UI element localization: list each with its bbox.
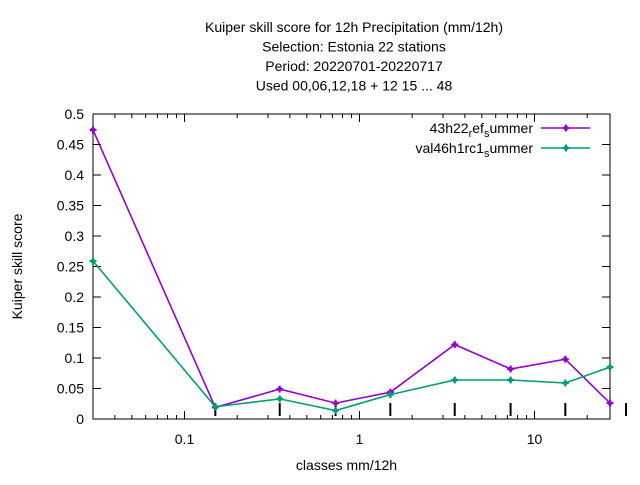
series-lines: [89, 126, 614, 414]
title-line: Selection: Estonia 22 stations: [262, 39, 446, 55]
legend-label-part: r: [469, 128, 473, 140]
x-tick-label: 0.1: [175, 431, 195, 447]
legend-marker-dot: [563, 125, 569, 131]
data-point-dot: [277, 396, 283, 402]
data-point-dot: [508, 366, 513, 372]
y-tick-label: 0.45: [57, 137, 84, 153]
data-point-dot: [212, 404, 218, 410]
plot-frame: [92, 113, 611, 420]
data-point-dot: [508, 377, 513, 383]
y-tick-label: 0.05: [57, 381, 84, 397]
legend-label-part: ummer: [489, 140, 533, 156]
legend-marker-dot: [563, 145, 569, 151]
data-point-dot: [607, 364, 613, 370]
data-point-dot: [387, 392, 393, 397]
series-line: [92, 260, 611, 412]
data-point-dot: [562, 380, 568, 386]
data-point-dot: [277, 386, 283, 392]
y-tick-label: 0: [76, 411, 84, 427]
data-point-dot: [452, 377, 458, 383]
y-axis: 0 0.05 0.1 0.15 0.2 0.25 0.3 0.35 0.4 0.45 0.5: [57, 106, 610, 427]
legend-label-part: s: [484, 128, 490, 140]
title-line: Period: 20220701-20220717: [265, 58, 443, 74]
legend-item: 43h22refsummer: [430, 120, 590, 140]
y-tick-label: 0.25: [57, 259, 84, 275]
x-tick-label: 1: [356, 431, 364, 447]
title-line: Used 00,06,12,18 + 12 15 ... 48: [256, 78, 453, 94]
legend-label-part: val46h1rc1: [415, 140, 484, 156]
legend-label: val46h1rc1summer: [415, 140, 533, 160]
legend-item: val46h1rc1summer: [415, 140, 590, 160]
series-line: [92, 129, 611, 409]
data-point-dot: [452, 342, 458, 347]
class-boundary-markers: [214, 403, 627, 416]
data-point-dot: [333, 400, 338, 406]
y-tick-label: 0.1: [65, 350, 85, 366]
data-point-dot: [90, 127, 96, 133]
y-tick-label: 0.2: [65, 289, 85, 305]
y-tick-label: 0.5: [65, 106, 85, 122]
series: [89, 257, 614, 414]
y-tick-label: 0.35: [57, 198, 84, 214]
data-point-dot: [607, 400, 613, 406]
x-axis-label: classes mm/12h: [296, 457, 397, 473]
x-tick-label: 10: [527, 431, 543, 447]
data-point-dot: [333, 408, 338, 413]
legend-label-part: ummer: [489, 120, 533, 136]
y-tick-label: 0.15: [57, 320, 84, 336]
legend-label-part: 43h22: [430, 120, 469, 136]
series: [89, 126, 614, 411]
legend-label-part: ef: [472, 120, 484, 136]
x-axis: 0.1 1 10: [92, 114, 588, 447]
y-tick-label: 0.3: [65, 228, 85, 244]
legend-label-part: s: [484, 148, 490, 160]
data-point-dot: [562, 356, 568, 362]
y-axis-label: Kuiper skill score: [9, 213, 25, 319]
chart-title: Kuiper skill score for 12h Precipitation…: [205, 19, 503, 94]
legend-label: 43h22refsummer: [430, 120, 534, 140]
y-tick-label: 0.4: [65, 167, 85, 183]
title-line: Kuiper skill score for 12h Precipitation…: [205, 19, 503, 35]
data-point-dot: [90, 258, 96, 264]
